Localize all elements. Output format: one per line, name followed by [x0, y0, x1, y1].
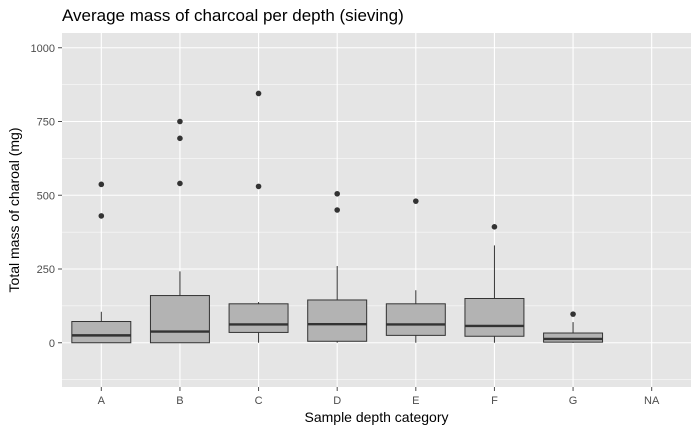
box-B: [149, 118, 210, 344]
y-axis-ticks: 0 250 500 750 1000: [31, 43, 62, 350]
outlier-point: [255, 90, 262, 97]
box-iqr: [464, 298, 525, 337]
box-iqr: [228, 303, 289, 333]
outlier-point: [177, 118, 183, 125]
x-tick-label: NA: [644, 395, 660, 407]
x-tick-label: E: [412, 395, 419, 407]
y-tick-label: 750: [37, 117, 55, 129]
outlier-point: [177, 180, 183, 187]
box-iqr: [149, 295, 210, 344]
x-tick-label: C: [255, 395, 263, 407]
x-tick-label: F: [491, 395, 498, 407]
outlier-point: [334, 207, 340, 213]
outlier-point: [255, 183, 262, 190]
y-tick-label: 0: [49, 338, 55, 350]
box-A: [71, 181, 132, 344]
outlier-point: [98, 213, 105, 219]
y-axis-title: Total mass of charoal (mg): [6, 128, 22, 293]
x-axis-ticks: A B C D E F G NA: [98, 387, 660, 407]
outlier-point: [413, 198, 419, 204]
box-iqr: [71, 321, 132, 344]
y-tick-label: 250: [37, 264, 55, 276]
x-tick-label: B: [176, 395, 183, 407]
box-D: [307, 190, 368, 343]
x-axis-title: Sample depth category: [305, 409, 449, 425]
box-iqr: [543, 332, 604, 343]
box-G: [543, 311, 604, 343]
box-series: [71, 90, 604, 344]
y-tick-label: 1000: [31, 43, 55, 55]
outlier-point: [177, 135, 183, 142]
box-iqr: [385, 303, 446, 336]
box-F: [464, 224, 525, 343]
outlier-point: [491, 224, 498, 230]
outlier-point: [570, 311, 576, 317]
outlier-point: [98, 181, 105, 188]
outlier-point: [334, 190, 340, 197]
x-tick-label: D: [333, 395, 341, 407]
x-tick-label: A: [98, 395, 106, 407]
box-E: [385, 198, 446, 343]
box-iqr: [307, 299, 368, 342]
x-tick-label: G: [569, 395, 578, 407]
chart-title: Average mass of charcoal per depth (siev…: [62, 6, 404, 25]
y-tick-label: 500: [37, 190, 55, 202]
box-C: [228, 90, 289, 343]
